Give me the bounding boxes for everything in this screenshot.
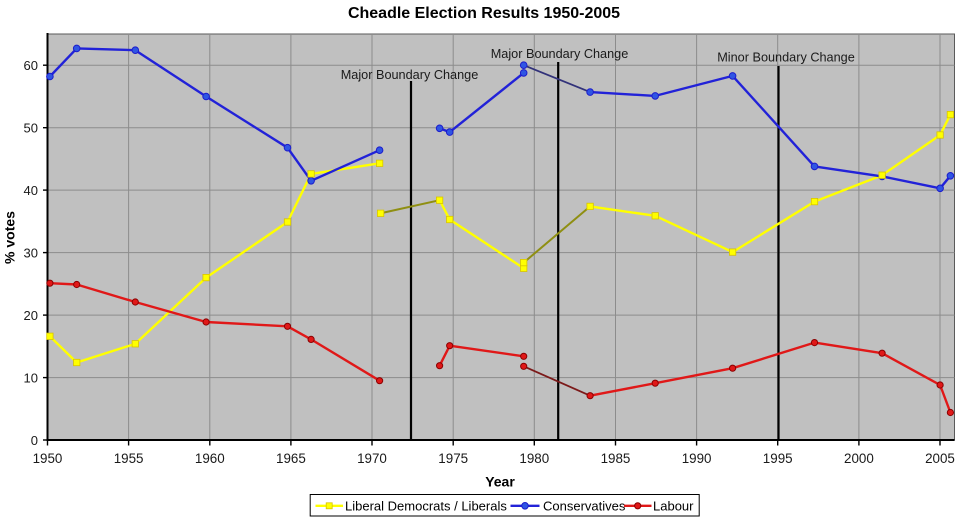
svg-text:Cheadle Election Results 1950-: Cheadle Election Results 1950-2005	[348, 5, 620, 22]
svg-text:60: 60	[24, 58, 38, 73]
svg-text:1965: 1965	[276, 451, 306, 466]
svg-text:1955: 1955	[114, 451, 144, 466]
svg-text:Labour: Labour	[653, 499, 694, 514]
svg-text:1970: 1970	[357, 451, 387, 466]
svg-text:% votes: % votes	[2, 211, 18, 264]
svg-text:1950: 1950	[33, 451, 63, 466]
svg-text:Minor Boundary Change: Minor Boundary Change	[717, 51, 855, 65]
svg-text:1975: 1975	[438, 451, 468, 466]
svg-text:30: 30	[24, 246, 38, 261]
svg-text:1960: 1960	[195, 451, 225, 466]
svg-text:1980: 1980	[519, 451, 549, 466]
svg-text:Major Boundary Change: Major Boundary Change	[491, 47, 629, 61]
svg-text:Year: Year	[485, 474, 515, 490]
svg-text:1985: 1985	[601, 451, 631, 466]
svg-text:10: 10	[24, 371, 38, 386]
svg-text:0: 0	[31, 433, 38, 448]
svg-text:1990: 1990	[682, 451, 712, 466]
svg-text:40: 40	[24, 183, 38, 198]
svg-text:Major Boundary Change: Major Boundary Change	[341, 68, 479, 82]
svg-text:50: 50	[24, 121, 38, 136]
svg-text:2005: 2005	[925, 451, 955, 466]
svg-text:Conservatives: Conservatives	[543, 499, 626, 514]
svg-text:Liberal Democrats / Liberals: Liberal Democrats / Liberals	[345, 499, 507, 514]
svg-text:20: 20	[24, 308, 38, 323]
svg-text:2000: 2000	[844, 451, 874, 466]
svg-text:1995: 1995	[763, 451, 793, 466]
